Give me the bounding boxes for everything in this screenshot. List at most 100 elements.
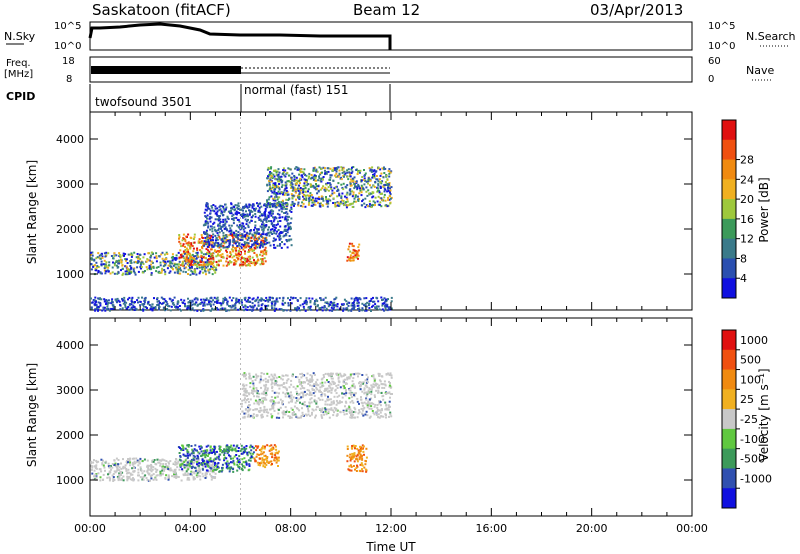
data-pixel (119, 303, 122, 306)
data-pixel (177, 460, 180, 463)
data-pixel (305, 197, 308, 200)
data-pixel (215, 300, 218, 303)
data-pixel (263, 405, 266, 408)
data-pixel (223, 223, 226, 226)
data-pixel (229, 229, 232, 232)
data-pixel (334, 203, 337, 206)
data-pixel (113, 252, 116, 255)
data-pixel (134, 301, 136, 303)
data-pixel (278, 180, 281, 183)
data-pixel (230, 209, 233, 212)
data-pixel (206, 217, 208, 220)
data-pixel (237, 205, 240, 208)
data-pixel (247, 224, 250, 227)
data-pixel (244, 262, 246, 265)
data-pixel (208, 262, 211, 265)
data-pixel (206, 245, 209, 248)
data-pixel (129, 457, 131, 460)
data-pixel (345, 409, 348, 412)
data-pixel (321, 204, 324, 206)
data-pixel (358, 310, 361, 312)
data-pixel (193, 466, 196, 469)
data-pixel (94, 467, 97, 469)
data-pixel (130, 261, 133, 264)
data-pixel (265, 305, 268, 307)
data-pixel (208, 250, 211, 253)
data-pixel (341, 396, 344, 399)
colorbar-tick-label: 28 (740, 154, 754, 167)
data-pixel (182, 460, 184, 463)
data-pixel (281, 184, 284, 187)
data-pixel (90, 460, 93, 463)
data-pixel (163, 301, 166, 304)
data-pixel (358, 243, 361, 246)
data-pixel (157, 461, 160, 464)
data-pixel (265, 239, 268, 241)
data-pixel (215, 261, 218, 263)
data-pixel (209, 253, 212, 256)
data-pixel (103, 269, 106, 272)
data-pixel (117, 299, 120, 302)
data-pixel (308, 197, 310, 200)
data-pixel (296, 385, 299, 388)
data-pixel (152, 478, 155, 481)
data-pixel (308, 175, 311, 178)
data-pixel (255, 232, 258, 235)
data-pixel (365, 394, 368, 397)
data-pixel (316, 388, 319, 391)
data-pixel (247, 251, 250, 253)
data-pixel (212, 476, 215, 479)
data-pixel (182, 243, 185, 246)
data-pixel (219, 245, 222, 248)
data-pixel (251, 306, 254, 309)
data-pixel (261, 245, 264, 248)
data-pixel (280, 210, 283, 213)
data-pixel (251, 248, 254, 251)
data-pixel (182, 255, 185, 258)
data-pixel (379, 404, 382, 407)
data-pixel (275, 184, 278, 187)
data-pixel (133, 251, 136, 254)
data-pixel (355, 256, 358, 259)
data-pixel (233, 462, 236, 465)
data-pixel (277, 196, 279, 199)
data-pixel (389, 202, 392, 205)
data-pixel (382, 185, 385, 188)
data-pixel (287, 378, 290, 381)
data-pixel (321, 381, 324, 384)
data-pixel (205, 202, 208, 205)
data-pixel (312, 168, 315, 171)
data-pixel (379, 380, 382, 383)
data-pixel (204, 299, 207, 301)
data-pixel (198, 266, 201, 269)
data-pixel (205, 266, 208, 269)
data-pixel (209, 260, 212, 263)
data-pixel (355, 255, 358, 258)
data-pixel (184, 472, 187, 475)
data-pixel (249, 382, 252, 385)
data-pixel (383, 167, 385, 169)
data-pixel (284, 225, 287, 228)
data-pixel (108, 309, 111, 312)
data-pixel (221, 466, 223, 469)
data-pixel (253, 259, 255, 262)
data-pixel (332, 202, 335, 204)
data-pixel (326, 408, 329, 411)
data-pixel (181, 468, 184, 471)
data-pixel (199, 469, 201, 472)
data-pixel (365, 397, 368, 400)
data-pixel (224, 307, 227, 310)
data-pixel (114, 462, 117, 465)
data-pixel (166, 303, 169, 305)
data-pixel (387, 169, 390, 172)
data-pixel (265, 250, 268, 253)
data-pixel (204, 261, 207, 264)
data-pixel (213, 269, 216, 272)
data-pixel (233, 234, 236, 236)
data-pixel (127, 271, 130, 274)
data-pixel (213, 301, 216, 303)
data-pixel (243, 372, 246, 375)
data-pixel (356, 397, 359, 400)
data-pixel (178, 458, 181, 461)
data-pixel (204, 220, 207, 223)
